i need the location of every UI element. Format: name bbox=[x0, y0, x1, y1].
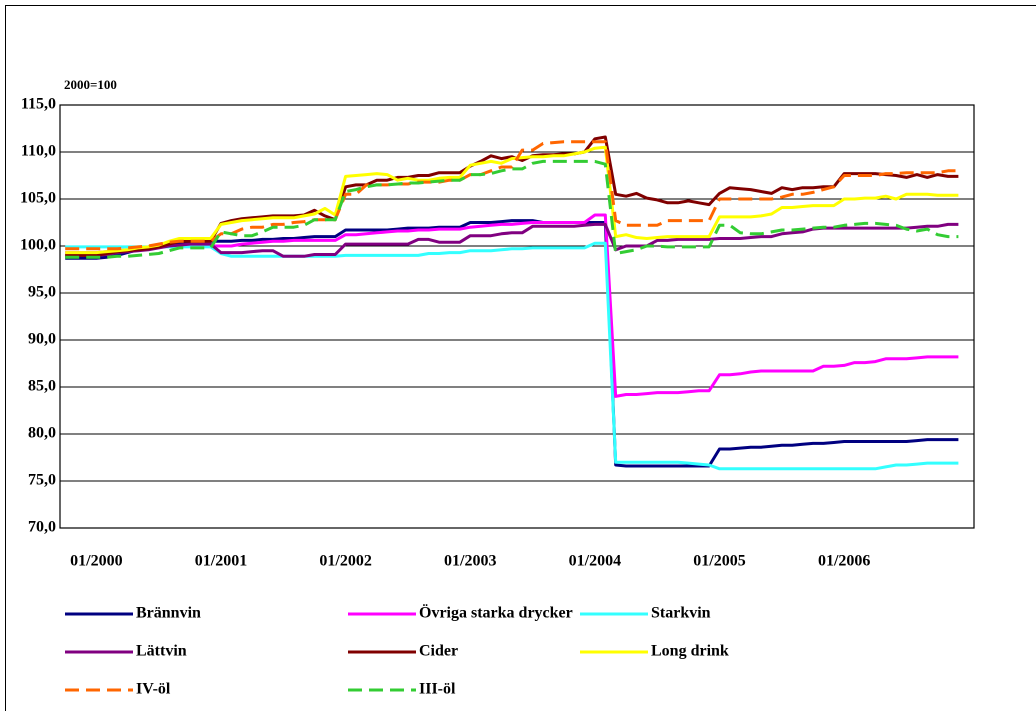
legend-label: Lättvin bbox=[136, 643, 187, 660]
y-tick-label: 80,0 bbox=[28, 425, 56, 442]
legend-label: Starkvin bbox=[651, 605, 711, 622]
series-line bbox=[65, 140, 959, 251]
axis-label: 2000=100 bbox=[64, 77, 117, 92]
series-line bbox=[65, 241, 959, 471]
x-tick-label: 01/2005 bbox=[693, 553, 745, 570]
legend-label: Övriga starka drycker bbox=[419, 604, 573, 622]
legend-label: Brännvin bbox=[136, 605, 201, 622]
legend-label: Cider bbox=[419, 643, 458, 660]
plot-border bbox=[59, 104, 975, 529]
series-line bbox=[65, 145, 959, 255]
x-tick-label: 01/2001 bbox=[195, 553, 247, 570]
legend-label: Long drink bbox=[651, 643, 729, 660]
y-tick-label: 75,0 bbox=[28, 472, 56, 489]
series-line bbox=[65, 222, 959, 258]
x-tick-label: 01/2004 bbox=[569, 553, 621, 570]
x-tick-label: 01/2002 bbox=[319, 553, 371, 570]
y-tick-label: 100,0 bbox=[20, 237, 56, 254]
x-tick-label: 01/2003 bbox=[444, 553, 496, 570]
x-tick-label: 01/2000 bbox=[70, 553, 122, 570]
y-tick-label: 115,0 bbox=[21, 96, 56, 113]
y-tick-label: 105,0 bbox=[20, 190, 56, 207]
legend-label: IV-öl bbox=[136, 681, 171, 698]
x-tick-label: 01/2006 bbox=[818, 553, 870, 570]
y-tick-label: 90,0 bbox=[28, 331, 56, 348]
legend-label: III-öl bbox=[419, 681, 456, 698]
series-line bbox=[65, 159, 959, 259]
y-tick-label: 70,0 bbox=[28, 519, 56, 536]
series-line bbox=[65, 219, 959, 468]
y-tick-label: 110,0 bbox=[21, 143, 56, 160]
y-tick-label: 95,0 bbox=[28, 284, 56, 301]
y-tick-label: 85,0 bbox=[28, 378, 56, 395]
